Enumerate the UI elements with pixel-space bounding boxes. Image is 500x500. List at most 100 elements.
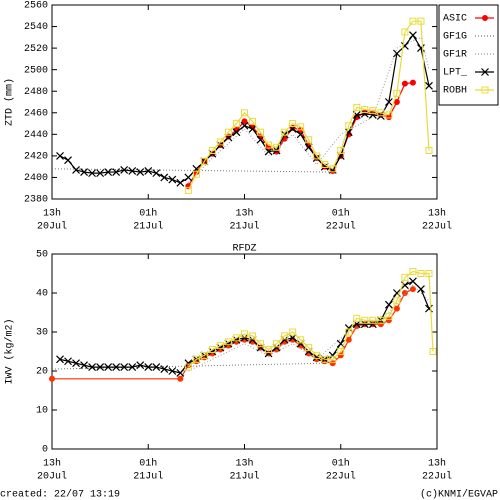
data-point — [232, 335, 241, 344]
data-point — [337, 352, 344, 359]
data-point — [200, 157, 208, 165]
x-tick-label: 01h — [332, 208, 350, 220]
y-tick-label: 2420 — [24, 152, 48, 163]
data-point — [297, 336, 305, 344]
legend-label: LPT_ — [443, 68, 468, 79]
data-point — [249, 338, 256, 345]
data-point — [120, 363, 129, 372]
data-point — [401, 28, 409, 36]
y-tick-label: 2540 — [24, 22, 48, 33]
data-point — [321, 355, 329, 363]
data-point — [265, 346, 273, 354]
data-point — [425, 270, 433, 277]
data-point — [112, 363, 121, 372]
data-point — [96, 363, 105, 372]
data-point — [297, 123, 305, 131]
data-point — [200, 351, 208, 359]
data-point — [88, 169, 97, 178]
y-tick-label: 20 — [36, 367, 48, 378]
data-point — [241, 330, 248, 338]
data-point — [152, 363, 161, 372]
legend-label: GF1G — [443, 32, 467, 43]
y-tick-label: 2440 — [24, 130, 48, 141]
data-point — [64, 156, 72, 165]
data-point — [360, 109, 369, 118]
data-point — [353, 314, 361, 322]
legend-marker — [481, 86, 489, 94]
legend-label: ROBH — [443, 86, 467, 97]
data-point — [361, 106, 369, 114]
data-point — [345, 328, 353, 336]
data-point — [417, 270, 425, 277]
x-tick-label: 13h — [428, 458, 446, 470]
x-tick-label: 01h — [139, 208, 157, 220]
data-point — [329, 355, 337, 363]
data-point — [368, 111, 377, 119]
data-point — [409, 31, 417, 40]
data-point — [49, 375, 55, 382]
data-point — [184, 173, 193, 182]
series-line — [187, 20, 430, 191]
data-point — [56, 151, 64, 160]
x-tick-date: 22Jul — [326, 471, 356, 483]
data-point — [208, 347, 217, 356]
data-point — [337, 348, 345, 355]
data-point — [337, 147, 345, 154]
x-tick-date: 22Jul — [422, 471, 452, 483]
data-point — [120, 165, 129, 174]
data-point — [401, 273, 409, 281]
data-point — [208, 147, 216, 154]
series-line — [59, 34, 430, 184]
data-point — [265, 141, 273, 149]
data-point — [425, 81, 433, 90]
data-point — [224, 128, 232, 136]
data-point — [168, 175, 177, 184]
data-point — [377, 109, 385, 117]
data-point — [393, 297, 401, 305]
y-axis-label: ZTD (mm) — [4, 78, 16, 126]
data-point — [241, 118, 248, 125]
chart-title: RFDZ — [232, 244, 256, 255]
y-axis-label: IWV (kg/m2) — [4, 318, 16, 384]
data-point — [289, 120, 297, 128]
data-point — [248, 125, 257, 133]
series-line — [187, 36, 430, 184]
legend-marker — [482, 15, 488, 21]
data-point — [176, 369, 185, 377]
x-tick-date: 21Jul — [229, 471, 259, 483]
data-point — [384, 98, 393, 106]
x-tick-label: 13h — [43, 208, 61, 220]
data-point — [296, 130, 305, 139]
data-point — [112, 168, 121, 176]
data-point — [409, 17, 417, 25]
data-point — [224, 338, 232, 346]
x-tick-date: 20Jul — [37, 221, 67, 233]
data-point — [264, 349, 273, 358]
data-point — [232, 334, 240, 342]
data-point — [417, 285, 425, 294]
data-point — [393, 305, 400, 312]
data-point — [417, 17, 425, 25]
data-point — [232, 120, 240, 128]
data-point — [369, 107, 377, 115]
data-point — [297, 342, 304, 349]
y-tick-label: 2560 — [24, 1, 48, 12]
x-tick-date: 21Jul — [133, 471, 163, 483]
data-point — [241, 109, 248, 117]
data-point — [368, 320, 377, 329]
data-point — [312, 353, 321, 362]
data-point — [305, 344, 313, 352]
data-point — [216, 138, 224, 146]
data-point — [224, 339, 233, 348]
data-point — [321, 161, 329, 169]
data-point — [345, 122, 353, 130]
data-point — [104, 363, 113, 372]
data-point — [192, 355, 200, 363]
series-line — [51, 362, 325, 370]
data-point — [353, 103, 361, 111]
data-point — [192, 170, 200, 178]
data-point — [177, 375, 184, 382]
data-point — [360, 320, 369, 329]
data-point — [369, 316, 377, 324]
